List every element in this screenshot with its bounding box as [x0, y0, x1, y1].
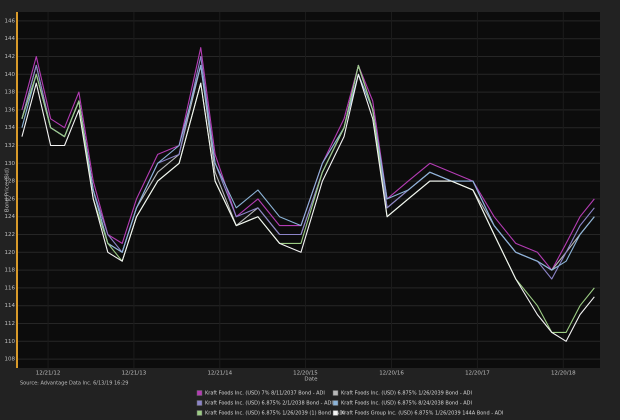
y-tick-label: 112 [5, 321, 16, 327]
y-tick-label: 124 [5, 214, 16, 220]
y-tick-label: 118 [5, 268, 16, 274]
series-line [21, 73, 595, 342]
x-tick-label: 12/20/18 [551, 371, 576, 377]
x-tick-label: 12/20/16 [379, 371, 404, 377]
lines [21, 47, 595, 342]
x-axis-label: Date [304, 377, 318, 383]
y-tick-label: 146 [5, 18, 16, 24]
x-tick-label: 12/21/14 [207, 371, 232, 377]
legend-label: Kraft Foods Group Inc. (USD) 6.875% 1/26… [341, 411, 503, 417]
legend-label: Kraft Foods Inc. (USD) 6.875% 8/24/2038 … [341, 401, 472, 407]
y-tick-label: 126 [5, 196, 16, 202]
legend-label: Kraft Foods Inc. (USD) 7% 8/11/2037 Bond… [205, 391, 325, 397]
legend-swatch [196, 400, 203, 406]
y-axis-label: Bond Price (Bid) [5, 168, 11, 212]
y-tick-label: 114 [5, 303, 16, 309]
y-tick-label: 108 [5, 357, 16, 363]
y-tick-label: 136 [5, 107, 16, 113]
y-tick-label: 144 [5, 36, 16, 42]
y-tick-label: 134 [5, 125, 16, 131]
legend: Kraft Foods Inc. (USD) 7% 8/11/2037 Bond… [196, 390, 503, 417]
x-tick-label: 12/20/17 [465, 371, 490, 377]
legend-swatch [332, 410, 339, 416]
y-tick-label: 130 [5, 161, 16, 167]
legend-label: Kraft Foods Inc. (USD) 6.875% 1/26/2039 … [205, 411, 345, 417]
legend-swatch [196, 390, 203, 396]
y-tick-label: 120 [5, 250, 16, 256]
legend-swatch [196, 410, 203, 416]
y-tick-label: 116 [5, 285, 16, 291]
y-tick-label: 142 [5, 54, 16, 60]
x-tick-label: 12/20/15 [293, 371, 318, 377]
plot-area [17, 12, 600, 368]
y-tick-label: 110 [5, 339, 16, 345]
y-tick-label: 140 [5, 72, 16, 78]
legend-swatch [332, 400, 339, 406]
legend-label: Kraft Foods Inc. (USD) 6.875% 1/26/2039 … [341, 391, 472, 397]
series-line [21, 64, 595, 271]
source: Source: Advantage Data Inc. 6/13/19 16:2… [20, 381, 128, 387]
legend-label: Kraft Foods Inc. (USD) 6.875% 2/1/2038 B… [205, 401, 333, 407]
y-tick-label: 122 [5, 232, 16, 238]
legend-swatch [332, 390, 339, 396]
y-tick-label: 132 [5, 143, 16, 149]
x-tick-label: 12/21/13 [122, 371, 147, 377]
grid: 108 110 112 114 116 118 120 122 124 126 128 130 132 1… [5, 12, 600, 377]
y-tick-label: 138 [5, 90, 16, 96]
y-tick-label: 128 [5, 179, 16, 185]
x-tick-label: 12/21/12 [36, 371, 61, 377]
